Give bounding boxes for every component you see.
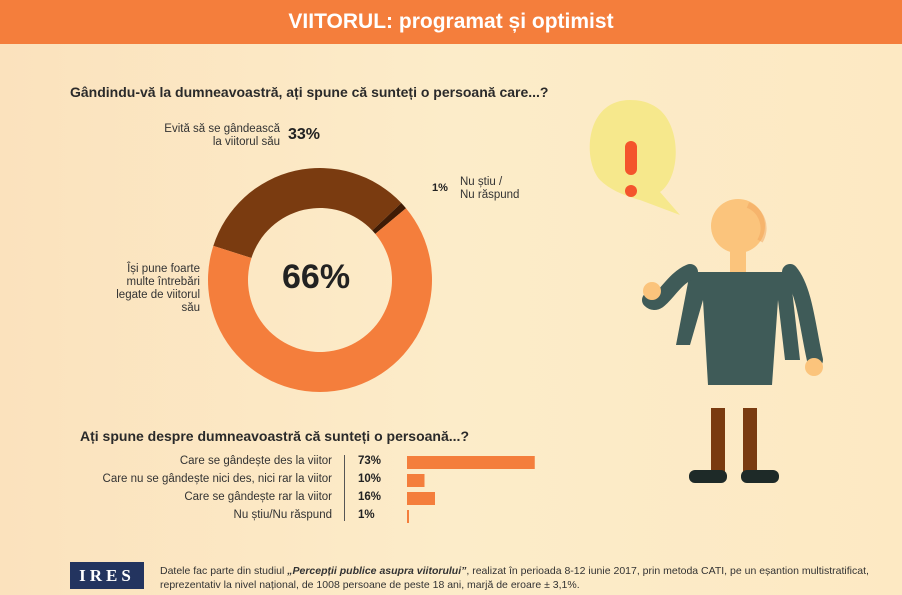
slice-label-big: Își pune foarte multe întrebări legate d…: [116, 263, 200, 314]
page-title: VIITORUL: programat și optimist: [0, 0, 902, 44]
bar-0: [407, 456, 535, 469]
bar-value-label: 16%: [358, 491, 382, 503]
slice-unknown: [372, 202, 406, 234]
bar-1: [407, 474, 425, 487]
bar-value-label: 1%: [358, 509, 375, 521]
slice-label-mid: Evită să se gândească la viitorul său: [164, 123, 280, 148]
bar-category-label: Care se gândește rar la viitor: [184, 491, 332, 503]
bar-category-label: Care nu se gândește nici des, nici rar l…: [102, 473, 332, 485]
bar-value-label: 10%: [358, 473, 382, 485]
source-note: Datele fac parte din studiul „Percepții …: [160, 565, 869, 591]
ires-logo: IRES: [70, 562, 144, 589]
person-icon: [642, 199, 823, 483]
bar-3: [407, 510, 409, 523]
slice-value-mid: 33%: [288, 126, 321, 143]
bar-category-label: Nu știu/Nu răspund: [233, 509, 332, 521]
bar-divider: [344, 455, 345, 521]
slice-avoids: [213, 167, 402, 259]
donut-question: Gândindu-vă la dumneavoastră, ați spune …: [70, 84, 549, 100]
slice-asks: [207, 208, 432, 393]
exclamation-icon: [589, 100, 680, 215]
study-name: „Percepții publice asupra viitorului”: [287, 565, 467, 577]
slice-label-small: Nu știu / Nu răspund: [460, 176, 520, 201]
bar-question: Ați spune despre dumneavoastră că sunteț…: [80, 428, 469, 444]
bar-value-label: 73%: [358, 455, 382, 467]
donut-center-value: 66%: [282, 258, 351, 296]
bar-2: [407, 492, 435, 505]
slice-value-small: 1%: [432, 182, 448, 194]
bar-category-label: Care se gândește des la viitor: [179, 455, 332, 467]
